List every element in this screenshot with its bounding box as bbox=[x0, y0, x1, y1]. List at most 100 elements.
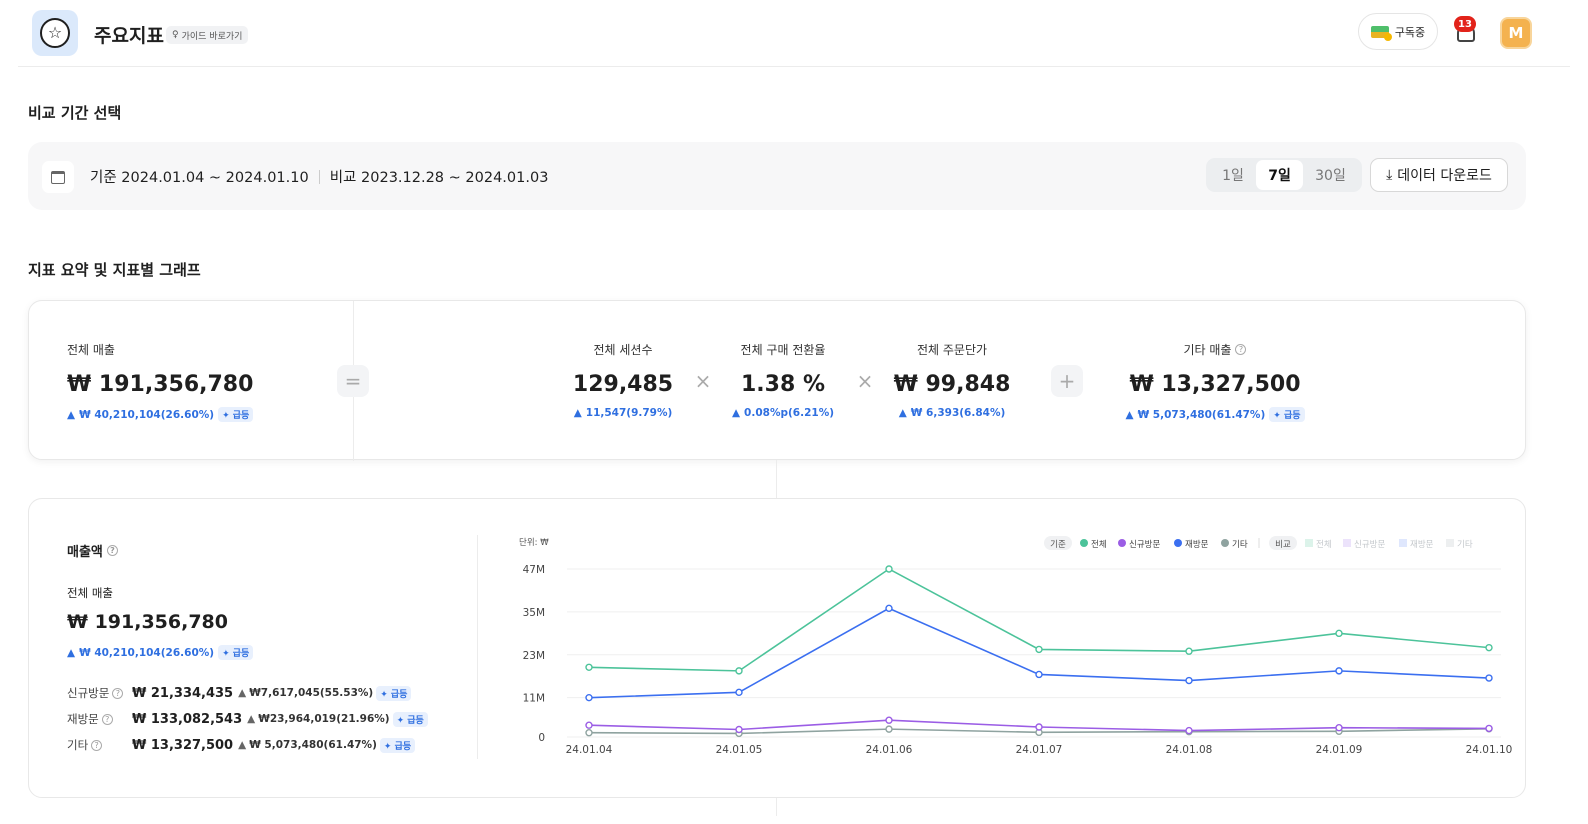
base-range: 2024.01.04 ~ 2024.01.10 bbox=[121, 170, 309, 186]
metric-sessions[interactable]: 전체 세션수 129,485 ▲ 11,547(9.79%) bbox=[563, 341, 683, 419]
x-tick-label: 24.01.04 bbox=[566, 744, 613, 756]
metric-delta: ▲ ₩ 5,073,480(61.47%) ✦ 급등 bbox=[1123, 407, 1307, 422]
legend-label: 신규방문 bbox=[1129, 539, 1160, 550]
breakdown-delta: ▲ ₩23,964,019(21.96%) ✦ 급등 bbox=[247, 711, 428, 727]
divider bbox=[318, 169, 320, 184]
data-point bbox=[1335, 667, 1343, 675]
y-tick-label: 47M bbox=[523, 564, 545, 576]
total-sales-value: ₩ 191,356,780 bbox=[67, 611, 228, 633]
metric-total-sales[interactable]: 전체 매출 ₩ 191,356,780 ▲ ₩ 40,210,104(26.60… bbox=[67, 341, 253, 422]
equals-icon: = bbox=[337, 365, 369, 397]
revenue-line-chart[interactable]: 단위: ₩ 0 11M 23M 35M 47M 24.01.04 24.01.05 24.01.… bbox=[517, 533, 1527, 773]
metric-delta: ▲ 11,547(9.79%) bbox=[573, 407, 673, 419]
page-title: 주요지표 bbox=[94, 25, 164, 47]
period-option-30d[interactable]: 30일 bbox=[1315, 168, 1346, 184]
data-point bbox=[1335, 629, 1343, 638]
chart-unit-label: 단위: ₩ bbox=[519, 537, 549, 548]
surge-badge: ✦ 급등 bbox=[379, 737, 416, 753]
metric-label: 전체 구매 전환율 bbox=[740, 343, 826, 357]
data-point bbox=[585, 693, 593, 702]
guide-link-label: 가이드 바로가기 bbox=[181, 31, 243, 42]
period-segmented-control: 1일 7일 30일 bbox=[1206, 158, 1362, 192]
metric-value: ₩ 99,848 bbox=[893, 372, 1011, 397]
metric-label: 전체 주문단가 bbox=[916, 343, 988, 357]
divider bbox=[477, 535, 478, 759]
y-tick-label: 23M bbox=[523, 650, 545, 662]
revenue-title: 매출액? bbox=[67, 541, 118, 560]
data-point bbox=[1335, 724, 1343, 732]
surge-badge: ✦ 급등 bbox=[392, 711, 428, 727]
star-app-icon: ☆ bbox=[32, 10, 78, 56]
metric-label: 전체 세션수 bbox=[593, 343, 653, 357]
legend-compare-marker bbox=[1305, 539, 1313, 547]
subscription-button[interactable]: 구독중 bbox=[1358, 13, 1438, 50]
notification-button[interactable]: 13 bbox=[1454, 16, 1478, 46]
data-point bbox=[1035, 723, 1043, 731]
metric-delta: ▲ ₩ 40,210,104(26.60%) ✦ 급등 bbox=[67, 407, 254, 422]
x-tick-label: 24.01.07 bbox=[1016, 744, 1063, 756]
breakdown-amount: ₩ 133,082,543 bbox=[132, 711, 243, 727]
metric-label: 전체 매출 bbox=[67, 343, 115, 357]
legend-base-label: 기준 bbox=[1050, 540, 1066, 550]
data-point bbox=[1185, 676, 1193, 685]
legend-compare-label-item: 전체 bbox=[1316, 539, 1332, 550]
y-tick-label: 0 bbox=[538, 732, 545, 744]
lightbulb-icon: ♀ bbox=[172, 30, 179, 40]
compare-label: 비교 bbox=[329, 170, 357, 186]
legend-marker bbox=[1221, 539, 1229, 547]
x-tick-label: 24.01.08 bbox=[1166, 744, 1213, 756]
metric-conversion[interactable]: 전체 구매 전환율 1.38 % ▲ 0.08%p(6.21%) bbox=[727, 341, 839, 419]
total-sales-label: 전체 매출 bbox=[67, 586, 113, 600]
surge-badge: ✦ 급등 bbox=[1269, 407, 1305, 422]
total-sales-delta: ▲ ₩ 40,210,104(26.60%) ✦ 급등 bbox=[67, 645, 254, 660]
legend-compare-marker bbox=[1446, 539, 1454, 547]
legend-compare-label-item: 기타 bbox=[1457, 540, 1473, 550]
period-option-7d[interactable]: 7일 bbox=[1256, 160, 1303, 190]
series-line-전체 bbox=[588, 568, 1490, 672]
avatar[interactable]: M bbox=[1500, 17, 1532, 49]
metric-delta: ▲ 0.08%p(6.21%) bbox=[731, 407, 835, 419]
data-point bbox=[1185, 647, 1193, 655]
data-point bbox=[885, 604, 893, 613]
calendar-icon[interactable] bbox=[42, 161, 74, 193]
help-icon[interactable]: ? bbox=[106, 545, 118, 556]
data-point bbox=[1485, 643, 1493, 652]
metric-delta: ▲ ₩ 6,393(6.84%) bbox=[898, 407, 1006, 419]
card-icon bbox=[1370, 25, 1392, 41]
y-tick-label: 35M bbox=[523, 607, 545, 619]
help-icon[interactable]: ? bbox=[1235, 344, 1247, 355]
metric-avg-order[interactable]: 전체 주문단가 ₩ 99,848 ▲ ₩ 6,393(6.84%) bbox=[891, 341, 1013, 419]
legend-marker bbox=[1080, 539, 1088, 547]
download-button[interactable]: ⤓ 데이터 다운로드 bbox=[1370, 158, 1508, 192]
notification-badge: 13 bbox=[1454, 16, 1476, 32]
legend-marker bbox=[1118, 539, 1126, 547]
download-label: 데이터 다운로드 bbox=[1397, 168, 1492, 184]
period-option-1d[interactable]: 1일 bbox=[1222, 168, 1244, 184]
legend-label: 전체 bbox=[1091, 539, 1107, 550]
x-tick-label: 24.01.09 bbox=[1316, 744, 1363, 756]
times-icon: × bbox=[856, 369, 874, 393]
metric-summary-card: 전체 매출 ₩ 191,356,780 ▲ ₩ 40,210,104(26.60… bbox=[28, 300, 1526, 461]
help-icon[interactable]: ? bbox=[101, 713, 113, 725]
plus-icon: + bbox=[1051, 365, 1083, 397]
metric-other-sales[interactable]: 기타 매출? ₩ 13,327,500 ▲ ₩ 5,073,480(61.47%… bbox=[1123, 341, 1307, 422]
period-text[interactable]: 기준 2024.01.04 ~ 2024.01.10 비교 2023.12.28… bbox=[90, 166, 548, 187]
legend-compare-marker bbox=[1343, 539, 1351, 547]
top-bar: ☆ 주요지표 ♀ 가이드 바로가기 구독중 13 M bbox=[18, 0, 1570, 67]
legend-compare-label: 비교 bbox=[1275, 540, 1291, 550]
y-tick-label: 11M bbox=[523, 693, 545, 705]
summary-section-title: 지표 요약 및 지표별 그래프 bbox=[28, 261, 201, 279]
guide-link[interactable]: ♀ 가이드 바로가기 bbox=[166, 26, 249, 44]
legend-compare-label-item: 신규방문 bbox=[1354, 539, 1385, 550]
subscription-label: 구독중 bbox=[1394, 25, 1426, 39]
help-icon[interactable]: ? bbox=[91, 739, 103, 751]
breakdown-row: 기타? ₩ 13,327,500 ▲ ₩ 5,073,480(61.47%) ✦ … bbox=[67, 737, 416, 753]
surge-badge: ✦ 급등 bbox=[218, 645, 254, 660]
legend-compare-marker bbox=[1399, 539, 1407, 547]
data-point bbox=[1035, 670, 1043, 679]
legend-label: 기타 bbox=[1232, 540, 1248, 550]
metric-label: 기타 매출? bbox=[1123, 341, 1307, 358]
legend-marker bbox=[1174, 539, 1182, 547]
help-icon[interactable]: ? bbox=[112, 687, 124, 699]
data-point bbox=[585, 663, 593, 671]
